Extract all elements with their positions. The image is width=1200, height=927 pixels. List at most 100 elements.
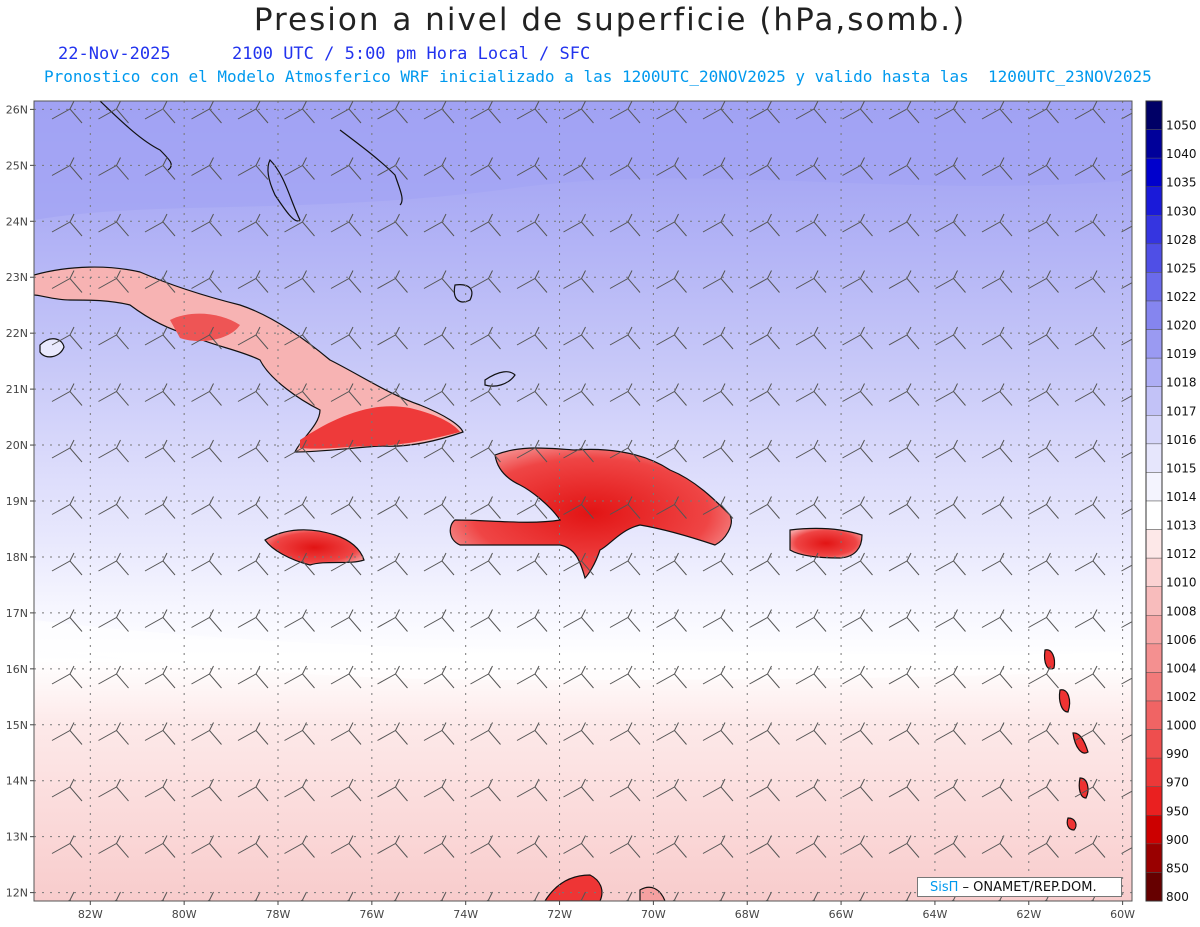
wind-barb xyxy=(609,270,641,293)
wind-barb xyxy=(1074,326,1106,350)
wind-barb xyxy=(284,835,315,858)
wind-barb xyxy=(656,778,687,802)
wind-barb xyxy=(470,609,501,632)
wind-barb xyxy=(377,496,408,519)
wind-barb xyxy=(1121,621,1132,628)
wind-barb xyxy=(98,157,129,180)
wind-barb xyxy=(98,609,129,632)
wind-barb xyxy=(470,326,501,350)
wind-barb xyxy=(656,439,687,463)
wind-barb xyxy=(888,213,920,237)
wind-barb xyxy=(935,609,966,632)
wind-barb xyxy=(935,101,966,124)
cuba xyxy=(34,266,464,453)
longitude-labels: 82W 80W 78W 76W 74W 72W 70W 68W 66W 64W 62W 60W xyxy=(78,901,1135,921)
colorbar-label: 1002 xyxy=(1166,690,1197,704)
wind-barb xyxy=(532,891,540,901)
colorbar-swatch xyxy=(1145,329,1163,359)
colorbar-swatch xyxy=(1145,243,1163,273)
colorbar-label: 900 xyxy=(1166,833,1189,847)
wind-barb xyxy=(702,778,734,802)
hispaniola xyxy=(449,447,732,580)
wind-barb xyxy=(423,722,455,745)
wind-barb xyxy=(330,609,362,632)
wind-barb xyxy=(702,157,734,180)
wind-barb xyxy=(98,778,129,802)
wind-barb xyxy=(749,213,780,237)
lesser-antilles-2 xyxy=(1058,689,1071,713)
wind-barb xyxy=(51,383,83,406)
wind-barbs xyxy=(51,101,1132,901)
wind-barb xyxy=(795,439,827,463)
wind-barb xyxy=(51,552,83,576)
wind-barb xyxy=(702,665,734,689)
wind-barb xyxy=(702,101,734,124)
wind-barb xyxy=(842,270,873,293)
wind-barb xyxy=(377,609,408,632)
wind-barb xyxy=(191,835,222,858)
wind-barb xyxy=(330,496,362,519)
colorbar-swatch xyxy=(1145,129,1163,159)
map-plot-area xyxy=(34,101,1132,901)
wind-barb xyxy=(191,609,222,632)
colorbar-swatch xyxy=(1145,186,1163,216)
lat-label: 23N xyxy=(6,271,28,284)
colorbar-swatch xyxy=(1145,786,1163,816)
wind-barb xyxy=(1028,835,1059,858)
colorbar-label: 1014 xyxy=(1166,490,1197,504)
wind-barb xyxy=(1121,508,1132,515)
wind-barb xyxy=(795,722,827,745)
wind-barb xyxy=(516,270,548,293)
wind-barb xyxy=(113,891,121,901)
lat-label: 21N xyxy=(6,383,28,396)
wind-barb xyxy=(98,383,129,406)
wind-barb xyxy=(284,609,315,632)
credit-box: SisΠ – ONAMET/REP.DOM. xyxy=(917,877,1122,897)
wind-barb xyxy=(749,552,780,576)
wind-barb xyxy=(377,213,408,237)
wind-barb xyxy=(1028,157,1059,180)
wind-barb xyxy=(842,835,873,858)
wind-barb xyxy=(795,326,827,350)
wind-barb xyxy=(284,383,315,406)
valid-time: 2100 UTC / 5:00 pm Hora Local / SFC xyxy=(232,44,591,64)
colorbar-label: 1017 xyxy=(1166,404,1197,418)
wind-barb xyxy=(749,722,780,745)
wind-barb xyxy=(795,383,827,406)
wind-barb xyxy=(563,609,594,632)
wind-barb xyxy=(330,835,362,858)
lon-label: 64W xyxy=(922,908,947,921)
wind-barb xyxy=(702,326,734,350)
lat-label: 19N xyxy=(6,495,28,508)
wind-barb xyxy=(981,439,1013,463)
wind-barb xyxy=(1121,564,1132,572)
wind-barb xyxy=(795,609,827,632)
wind-barb xyxy=(1028,609,1059,632)
wind-barb xyxy=(144,383,176,406)
wind-barb xyxy=(470,722,501,745)
wind-barb xyxy=(749,665,780,689)
high-pressure-band xyxy=(34,101,1132,220)
wind-barb xyxy=(144,835,176,858)
wind-barb xyxy=(237,270,269,293)
wind-barb xyxy=(888,835,920,858)
colorbar-label: 1015 xyxy=(1166,461,1197,475)
wind-barb xyxy=(330,157,362,180)
wind-barb xyxy=(609,835,641,858)
wind-barb xyxy=(423,665,455,689)
colorbar-swatch xyxy=(1145,300,1163,330)
wind-barb xyxy=(299,891,307,901)
wind-barb xyxy=(346,891,354,901)
model-subtitle: Pronostico con el Modelo Atmosferico WRF… xyxy=(44,67,1152,86)
wind-barb xyxy=(609,778,641,802)
wind-barb xyxy=(811,891,819,901)
wind-barb xyxy=(237,101,269,124)
map-title: Presion a nivel de superficie (hPa,somb.… xyxy=(253,2,967,38)
colorbar-label: 1028 xyxy=(1166,233,1197,247)
colorbar-label: 970 xyxy=(1166,776,1189,790)
colorbar-label: 1004 xyxy=(1166,661,1197,675)
wind-barb xyxy=(1028,101,1059,124)
colorbar-label: 1000 xyxy=(1166,719,1197,733)
wind-barb xyxy=(470,157,501,180)
